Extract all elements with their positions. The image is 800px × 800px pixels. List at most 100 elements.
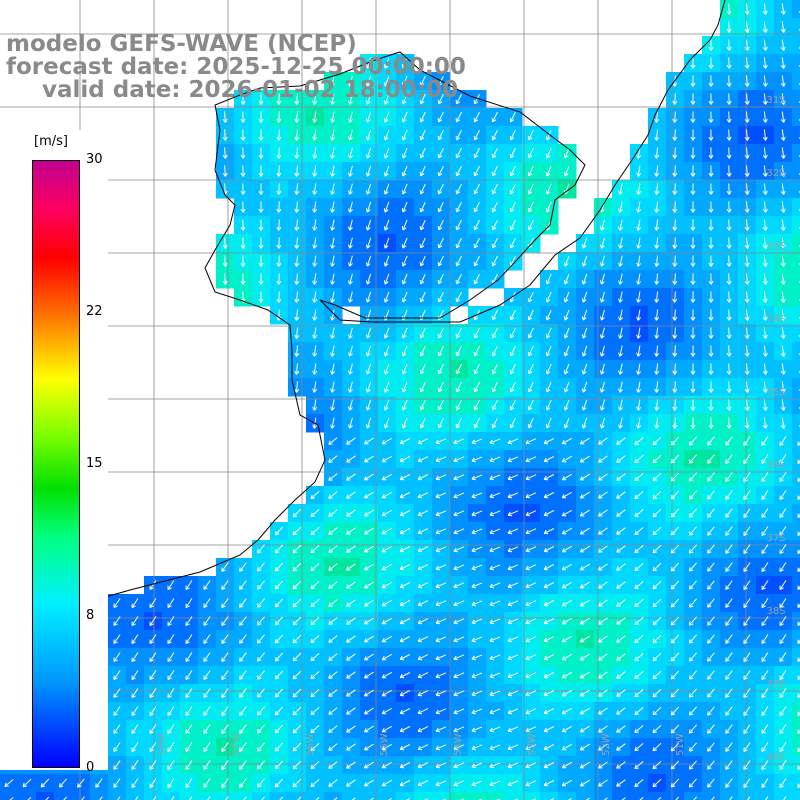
wind-arrow (762, 219, 768, 231)
wind-arrow (761, 580, 769, 591)
wind-arrow (419, 345, 426, 357)
wind-arrow (708, 363, 714, 375)
wind-arrow (672, 381, 678, 393)
wind-arrow (761, 634, 769, 645)
wind-arrow (437, 165, 444, 177)
wind-arrow (274, 742, 284, 752)
wind-arrow (618, 345, 623, 357)
wind-arrow (491, 219, 498, 231)
wind-speed-cell (648, 792, 667, 800)
wind-speed-cell (792, 666, 800, 685)
wind-speed-cell (792, 180, 800, 199)
wind-arrow (328, 617, 338, 625)
wind-arrow (348, 345, 353, 357)
wind-arrow (525, 618, 537, 625)
wind-arrow (348, 399, 353, 411)
wind-speed-cell (108, 792, 127, 800)
wind-arrow (525, 654, 537, 661)
wind-arrow (670, 616, 680, 626)
wind-speed-cell (360, 792, 379, 800)
wind-arrow (185, 652, 193, 663)
wind-arrow (471, 636, 483, 643)
wind-arrow (401, 399, 408, 411)
wind-arrow (437, 111, 444, 123)
wind-arrow (171, 796, 175, 800)
wind-arrow (292, 706, 302, 716)
wind-arrow (348, 147, 353, 159)
wind-arrow (579, 545, 590, 553)
wind-arrow (616, 491, 626, 499)
wind-arrow (383, 327, 390, 339)
wind-arrow (437, 219, 444, 231)
wind-arrow (419, 291, 426, 303)
wind-arrow (779, 706, 787, 717)
wind-speed-cell (792, 252, 800, 271)
wind-arrow (579, 653, 590, 661)
wind-arrow (726, 201, 732, 213)
wind-arrow (312, 111, 318, 123)
lat-label: 40S (766, 752, 785, 763)
wind-arrow (292, 580, 302, 590)
wind-arrow (258, 291, 264, 303)
wind-arrow (365, 201, 372, 213)
wind-arrow (579, 437, 590, 445)
wind-arrow (652, 598, 662, 608)
wind-arrow (437, 201, 444, 213)
wind-arrow (545, 309, 552, 321)
wind-arrow (761, 652, 769, 663)
wind-arrow (473, 201, 480, 213)
wind-speed-cell (792, 720, 800, 739)
wind-arrow (561, 509, 573, 517)
wind-arrow (690, 165, 696, 177)
wind-arrow (417, 474, 429, 481)
wind-arrow (419, 75, 426, 87)
wind-arrow (45, 796, 50, 800)
wind-arrow (363, 743, 374, 751)
wind-arrow (417, 780, 429, 787)
wind-arrow (598, 635, 608, 643)
wind-arrow (690, 327, 696, 339)
wind-arrow (780, 237, 786, 249)
wind-arrow (297, 796, 302, 800)
wind-arrow (654, 201, 660, 213)
wind-arrow (240, 219, 246, 231)
wind-arrow (652, 706, 662, 716)
wind-arrow (149, 616, 157, 627)
wind-arrow (636, 219, 642, 231)
wind-arrow (346, 437, 356, 445)
wind-arrow (543, 708, 555, 715)
wind-arrow (744, 39, 750, 51)
wind-arrow (401, 219, 408, 231)
wind-arrow (598, 545, 608, 553)
wind-arrow (399, 492, 411, 499)
wind-speed-cell (288, 792, 307, 800)
wind-arrow (365, 399, 372, 411)
wind-arrow (762, 309, 768, 321)
wind-arrow (726, 75, 732, 87)
wind-arrow (634, 671, 644, 680)
wind-arrow (381, 527, 393, 535)
wind-arrow (294, 327, 300, 339)
wind-arrow (507, 564, 519, 571)
wind-arrow (509, 345, 516, 357)
wind-arrow (761, 490, 769, 501)
wind-arrow (670, 760, 680, 770)
wind-arrow (688, 688, 697, 698)
wind-arrow (707, 526, 715, 536)
wind-arrow (455, 201, 462, 213)
wind-arrow (417, 456, 429, 463)
wind-speed-cell (792, 342, 800, 361)
lon-label: 57W (231, 733, 242, 756)
wind-arrow (99, 796, 103, 800)
wind-arrow (634, 563, 644, 572)
wind-arrow (507, 582, 519, 589)
wind-arrow (491, 255, 498, 267)
wind-arrow (292, 508, 302, 518)
wind-arrow (652, 760, 662, 770)
wind-arrow (417, 672, 429, 679)
colorbar-tick-0: 0 (86, 760, 95, 775)
wind-arrow (509, 399, 516, 411)
wind-arrow (621, 797, 626, 800)
wind-arrow (780, 93, 786, 105)
wind-arrow (618, 273, 623, 285)
